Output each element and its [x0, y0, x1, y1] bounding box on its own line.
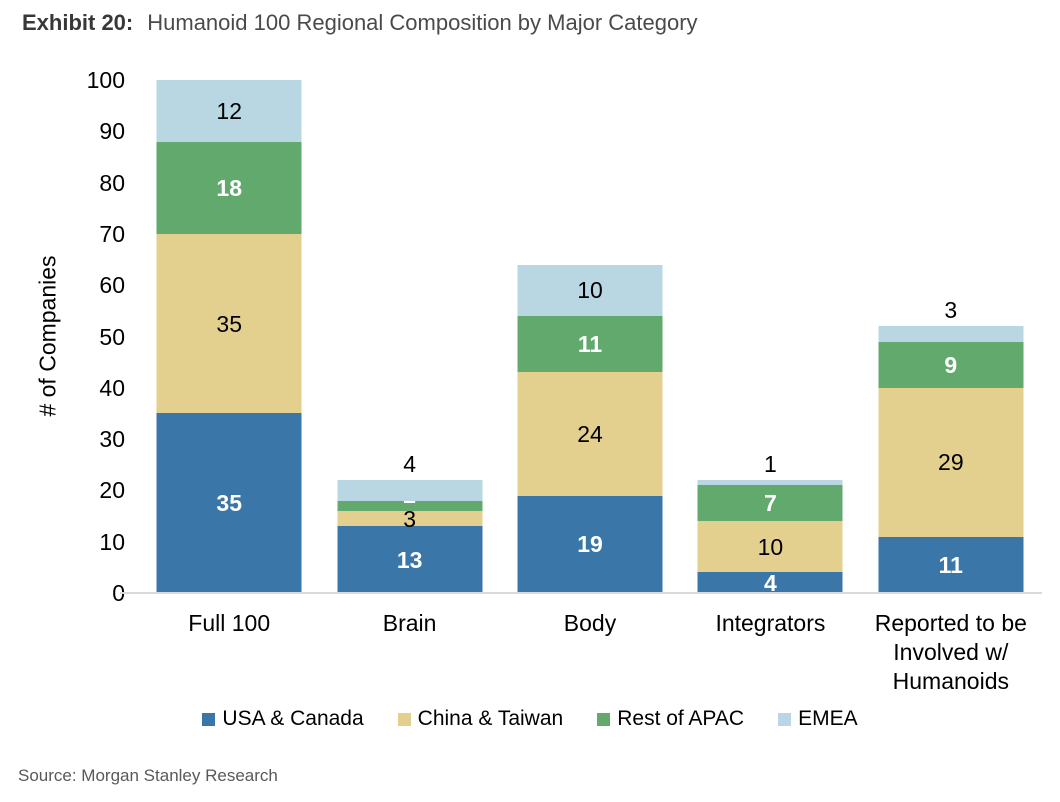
- bar-segment: [337, 510, 483, 527]
- y-tick-label: 70: [99, 220, 125, 247]
- legend-swatch-icon: [778, 712, 792, 726]
- exhibit-number: Exhibit 20:: [22, 10, 134, 35]
- bar-segment: [517, 372, 663, 496]
- stacked-bar: 11 29 9 3: [878, 297, 1024, 593]
- bar-segment: [156, 233, 302, 414]
- bar-segment: [517, 495, 663, 593]
- bar-segment: [156, 80, 302, 142]
- legend-item: Rest of APAC: [597, 707, 744, 731]
- legend: USA & Canada China & Taiwan Rest of APAC EM…: [0, 707, 1060, 731]
- bar-value-label: 29: [938, 449, 964, 476]
- legend-item: China & Taiwan: [397, 707, 564, 731]
- source-note: Source: Morgan Stanley Research: [18, 766, 278, 785]
- bar-slot: 35 35 18 12 Full 100: [139, 80, 319, 636]
- bar-value-label: 3: [944, 297, 958, 324]
- y-tick-label: 10: [99, 528, 125, 555]
- y-tick-label: 60: [99, 272, 125, 299]
- bar-value-label: 35: [216, 310, 242, 337]
- stacked-bar: 35 35 18 12: [156, 80, 302, 593]
- legend-label: China & Taiwan: [417, 707, 564, 730]
- y-tick-label: 20: [99, 477, 125, 504]
- y-tick-label: 50: [99, 323, 125, 350]
- legend-label: USA & Canada: [222, 707, 364, 730]
- bar-slot: 13324Brain: [319, 80, 499, 636]
- stacked-bar: 4 10 7 1: [697, 451, 843, 596]
- bar-segment: [156, 413, 302, 593]
- chart-title: Humanoid 100 Regional Composition by Maj…: [147, 10, 698, 35]
- stacked-bar: 13324: [337, 451, 483, 593]
- bar-value-label: 24: [577, 420, 603, 447]
- category-label: Full 100: [188, 610, 271, 636]
- bar-slot: 11 29 9 3 Reported to be Involved w/ Humanoi…: [861, 80, 1041, 694]
- bar-value-label: 19: [577, 531, 603, 558]
- bar-segment: [697, 485, 843, 522]
- bar-segment: [156, 141, 302, 234]
- bar-value-label: 4: [764, 569, 777, 596]
- category-label: Brain: [382, 610, 437, 636]
- bar-segment: [878, 341, 1024, 388]
- legend-swatch-icon: [202, 712, 216, 726]
- bar-value-label: 13: [396, 546, 423, 573]
- legend-item: USA & Canada: [202, 707, 364, 731]
- legend-swatch-icon: [397, 712, 411, 726]
- bar-segment: [878, 387, 1024, 537]
- bar-value-label: 9: [944, 351, 958, 378]
- bar-value-label: 11: [577, 331, 603, 358]
- bar-value-label: 35: [216, 490, 242, 517]
- y-tick-label: 30: [99, 426, 125, 453]
- bar-value-label: 18: [216, 174, 242, 201]
- legend-swatch-icon: [597, 712, 611, 726]
- bar-value-label: 10: [757, 533, 784, 560]
- bar-slot: 19 24 11 10 Body: [500, 80, 680, 636]
- legend-label: Rest of APAC: [617, 707, 745, 730]
- y-axis: 0 10 20 30 40 50 60 70 80 90 100: [40, 67, 125, 606]
- y-tick-label: 40: [99, 374, 125, 401]
- legend-label: EMEA: [798, 707, 858, 730]
- bar-segment: [697, 572, 843, 593]
- category-label: Integrators: [715, 610, 826, 636]
- category-label: Body: [563, 610, 617, 636]
- bar-slot: 4 10 7 1 Integrators: [680, 80, 860, 636]
- y-tick-label: 90: [99, 118, 125, 145]
- page-title: Exhibit 20: Humanoid 100 Regional Composi…: [22, 10, 698, 36]
- bar-value-label: 1: [764, 451, 777, 478]
- bar-segment: [878, 326, 1024, 342]
- bar-value-label: 3: [403, 505, 416, 532]
- bar-segment: [337, 500, 483, 511]
- stacked-bar: 19 24 11 10: [517, 264, 663, 593]
- bar-value-label: 11: [938, 551, 963, 578]
- bar-value-label: 12: [216, 97, 242, 124]
- bar-segment: [337, 526, 483, 593]
- category-label: Reported to be Involved w/ Humanoids: [874, 610, 1027, 694]
- bar-value-label: 4: [403, 451, 416, 478]
- x-axis-baseline: [120, 592, 1042, 594]
- bar-value-label: 7: [764, 490, 777, 517]
- bar-segment: [337, 480, 483, 501]
- bar-segment: [878, 536, 1024, 593]
- y-tick-label: 100: [86, 67, 125, 93]
- bar-value-label: 10: [577, 277, 603, 304]
- bar-segment: [517, 264, 663, 316]
- y-tick-label: 80: [99, 169, 125, 196]
- bar-segment: [517, 316, 663, 373]
- y-tick-label: 0: [112, 580, 125, 606]
- legend-item: EMEA: [778, 707, 858, 731]
- bar-segment: [697, 480, 843, 486]
- bar-segment: [697, 521, 843, 573]
